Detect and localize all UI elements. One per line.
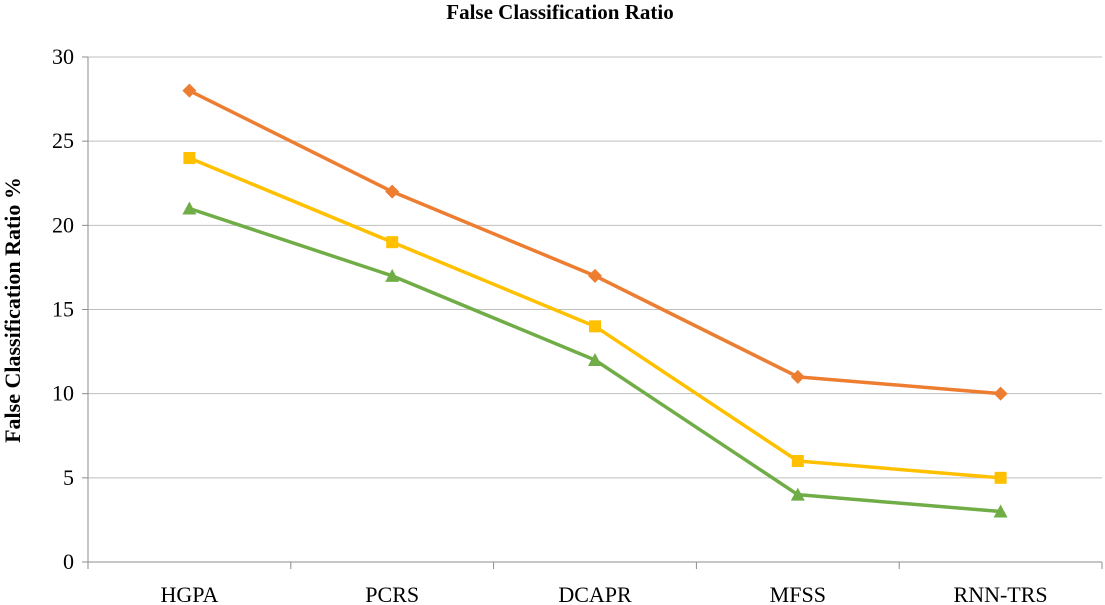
y-axis-label: False Classification Ratio % xyxy=(0,177,25,443)
data-point-marker xyxy=(182,201,197,215)
data-point-marker xyxy=(588,268,602,283)
series-group xyxy=(182,83,1008,518)
data-point-marker xyxy=(385,184,400,199)
axes xyxy=(82,56,1103,569)
data-point-marker xyxy=(385,268,400,282)
data-point-marker xyxy=(790,487,805,501)
data-point-marker xyxy=(790,369,805,384)
data-point-marker xyxy=(993,504,1008,518)
x-tick-label: PCRS xyxy=(365,582,419,605)
x-tick-label: RNN-TRS xyxy=(954,582,1048,605)
data-point-marker xyxy=(589,320,601,333)
data-point-marker xyxy=(182,83,197,98)
y-tick-label: 0 xyxy=(63,549,74,574)
series-3 xyxy=(182,201,1008,518)
series-1 xyxy=(182,83,1008,401)
y-tick-label: 25 xyxy=(52,128,74,153)
y-tick-label: 30 xyxy=(52,44,74,69)
data-point-marker xyxy=(588,353,602,366)
y-tick-label: 20 xyxy=(52,212,74,237)
data-point-marker xyxy=(791,455,804,467)
y-tick-label: 10 xyxy=(52,381,74,406)
series-line xyxy=(188,89,1001,396)
y-tick-label: 15 xyxy=(52,297,74,322)
x-tick-labels: HGPA PCRS DCAPR MFSS RNN-TRS xyxy=(160,582,1047,605)
y-tick-label: 5 xyxy=(63,465,74,490)
data-point-marker xyxy=(386,236,399,249)
data-point-marker xyxy=(994,471,1007,484)
x-tick-label: MFSS xyxy=(770,582,826,605)
gridlines xyxy=(88,56,1102,479)
chart-title: False Classification Ratio xyxy=(446,0,673,24)
y-tick-labels: 0 5 10 15 20 25 30 xyxy=(52,44,74,574)
data-point-marker xyxy=(183,152,196,164)
series-line xyxy=(188,156,1001,480)
x-tick-label: DCAPR xyxy=(558,582,632,605)
x-tick-label: HGPA xyxy=(160,582,218,605)
data-point-marker xyxy=(993,386,1008,401)
series-2 xyxy=(183,152,1007,484)
